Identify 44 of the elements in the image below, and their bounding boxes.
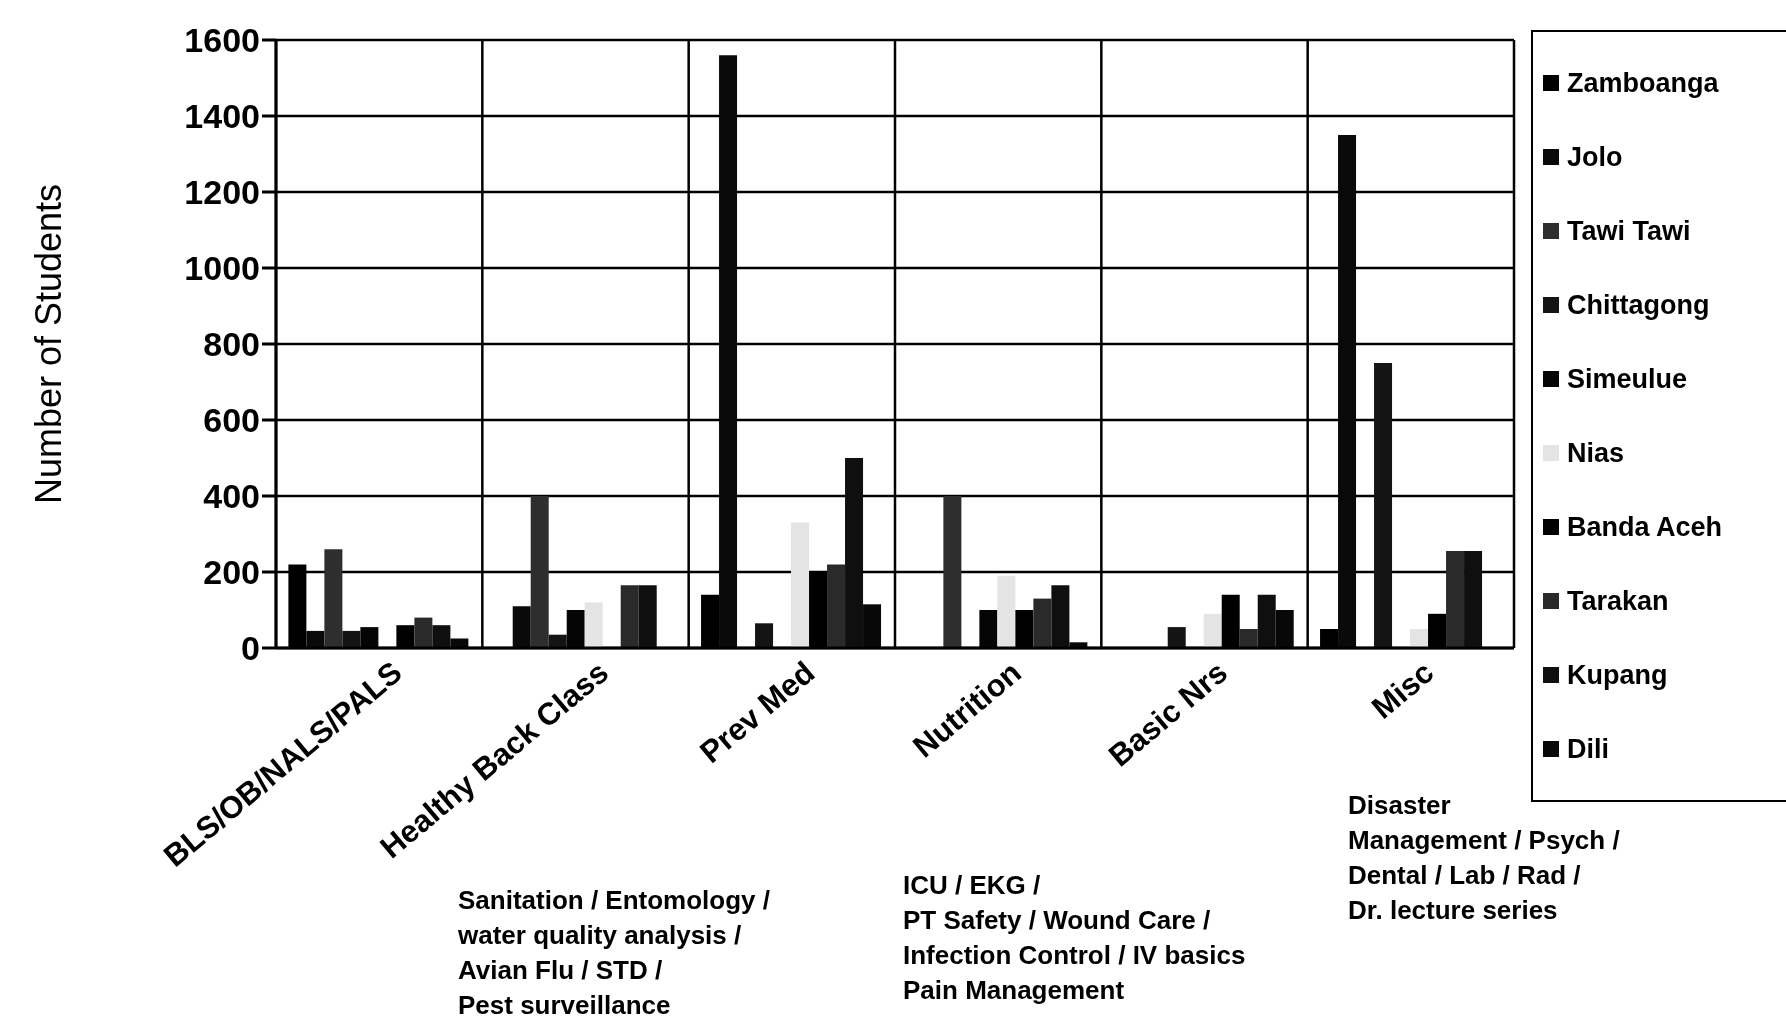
bar bbox=[324, 549, 343, 648]
bar bbox=[1410, 629, 1429, 648]
bar bbox=[530, 496, 549, 648]
legend-label: Banda Aceh bbox=[1567, 511, 1723, 543]
bar bbox=[548, 634, 567, 648]
bar bbox=[1033, 598, 1052, 648]
bar bbox=[791, 522, 810, 648]
bar bbox=[943, 496, 962, 648]
legend-label: Nias bbox=[1567, 437, 1625, 469]
y-tick-label: 0 bbox=[241, 629, 260, 668]
bar bbox=[1446, 551, 1465, 648]
bar bbox=[755, 623, 774, 648]
y-tick-label: 600 bbox=[203, 401, 260, 440]
y-axis-title: Number of Students bbox=[27, 183, 69, 505]
bar bbox=[620, 585, 639, 648]
bar bbox=[1374, 363, 1393, 648]
bar bbox=[1167, 627, 1186, 648]
text: Sanitation / Entomology / water quality analysis / Avian Flu / STD / Pest surveillance bbox=[458, 884, 770, 1022]
y-tick-label: 400 bbox=[203, 477, 260, 516]
bar bbox=[827, 564, 846, 648]
legend-label: Zamboanga bbox=[1567, 67, 1719, 99]
legend-label: Tawi Tawi bbox=[1567, 215, 1691, 247]
bar bbox=[342, 630, 361, 648]
bar bbox=[1203, 613, 1222, 648]
legend-label: Dili bbox=[1567, 733, 1610, 765]
legend-label: Jolo bbox=[1567, 141, 1623, 173]
y-tick-label: 1200 bbox=[184, 173, 260, 212]
y-tick-label: 1600 bbox=[184, 21, 260, 60]
y-tick-label: 1400 bbox=[184, 97, 260, 136]
text: Disaster Management / Psych / Dental / Lab / Rad / Dr. lecture series bbox=[1348, 789, 1620, 927]
bar bbox=[997, 575, 1016, 648]
bar bbox=[638, 585, 657, 648]
legend-label: Simeulue bbox=[1567, 363, 1688, 395]
legend-label: Chittagong bbox=[1567, 289, 1710, 321]
bar bbox=[414, 617, 433, 648]
legend-label: Kupang bbox=[1567, 659, 1668, 691]
bar bbox=[1464, 551, 1483, 648]
y-tick-label: 200 bbox=[203, 553, 260, 592]
legend-label: Tarakan bbox=[1567, 585, 1669, 617]
y-tick-label: 1000 bbox=[184, 249, 260, 288]
y-tick-label: 800 bbox=[203, 325, 260, 364]
bar bbox=[1239, 629, 1258, 648]
bar bbox=[584, 602, 603, 648]
text: ICU / EKG / PT Safety / Wound Care / Infection Control / IV basics Pain Management bbox=[903, 869, 1246, 1007]
